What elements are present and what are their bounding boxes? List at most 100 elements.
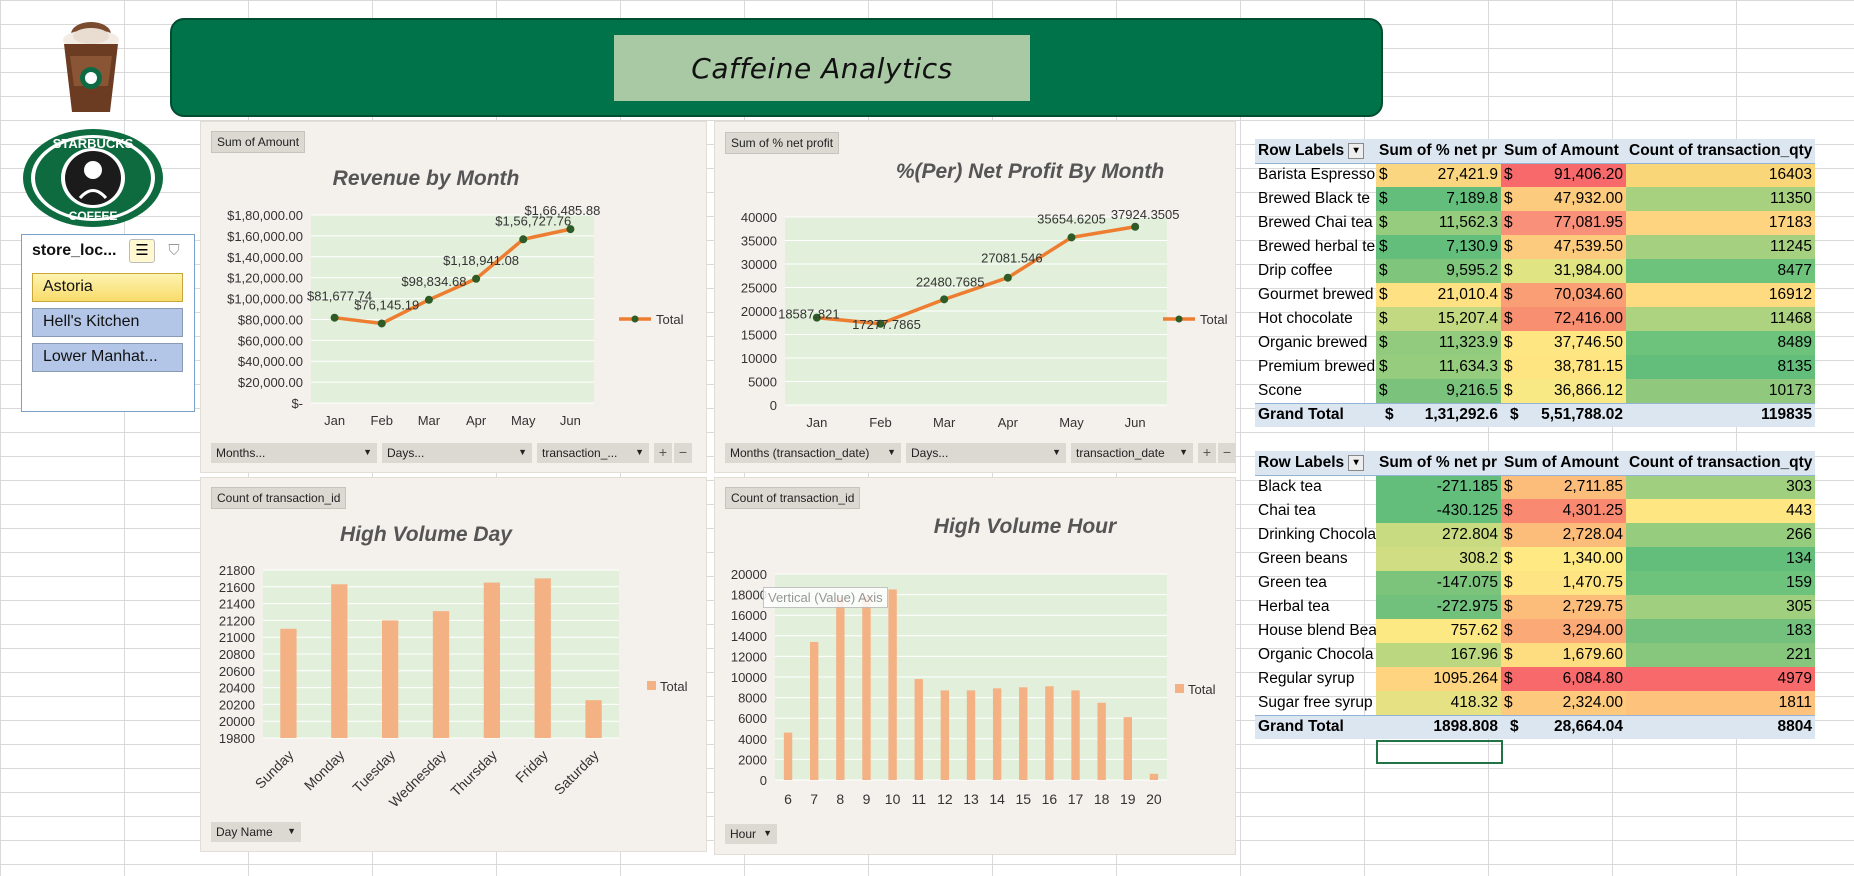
cell-profit[interactable]: -430.125 <box>1376 499 1501 523</box>
cell-profit[interactable]: $7,130.9 <box>1376 235 1501 259</box>
profit-chart-panel[interactable]: Sum of % net profit %(Per) Net Profit By… <box>714 121 1236 473</box>
filter-dropdown-icon[interactable]: ▾ <box>1348 142 1365 159</box>
table-row[interactable]: Gourmet brewed $21,010.4 $70,034.60 16912 <box>1255 283 1815 307</box>
cell-profit[interactable]: $27,421.9 <box>1376 163 1501 187</box>
hour-field-button[interactable]: Count of transaction_id <box>725 487 861 509</box>
cell-amount[interactable]: $77,081.95 <box>1501 211 1626 235</box>
cell-profit[interactable]: -147.075 <box>1376 571 1501 595</box>
clear-filter-icon[interactable]: ⛉ <box>168 242 180 259</box>
table-row[interactable]: Brewed Black te $7,189.8 $47,932.00 11350 <box>1255 187 1815 211</box>
cell-profit[interactable]: 167.96 <box>1376 643 1501 667</box>
cell-profit[interactable]: $9,595.2 <box>1376 259 1501 283</box>
cell-profit[interactable]: 272.804 <box>1376 523 1501 547</box>
store-location-slicer[interactable]: store_loc... ☰ ⛉ Astoria Hell's Kitchen … <box>21 234 195 412</box>
cell-qty[interactable]: 221 <box>1626 643 1815 667</box>
cell-amount[interactable]: $91,406.20 <box>1501 163 1626 187</box>
grand-total-row[interactable]: Grand Total 1898.808 $28,664.04 8804 <box>1255 714 1815 739</box>
cell-amount[interactable]: $1,470.75 <box>1501 571 1626 595</box>
filter-dropdown-icon[interactable]: ▾ <box>1348 454 1365 471</box>
cell-qty[interactable]: 10173 <box>1626 379 1815 403</box>
table-row[interactable]: Organic Chocola 167.96 $1,679.60 221 <box>1255 643 1815 667</box>
cell-profit[interactable]: $7,189.8 <box>1376 187 1501 211</box>
cell-amount[interactable]: $3,294.00 <box>1501 619 1626 643</box>
table-row[interactable]: Hot chocolate $15,207.4 $72,416.00 11468 <box>1255 307 1815 331</box>
profit-line-chart[interactable]: 0 5000 10000 15000 20000 25000 30000 35000 40000… <box>715 122 1237 442</box>
profit-filter-transaction-date[interactable]: transaction_date <box>1071 443 1193 463</box>
collapse-icon[interactable]: − <box>1218 443 1236 463</box>
cell-amount[interactable]: $6,084.80 <box>1501 667 1626 691</box>
cell-qty[interactable]: 183 <box>1626 619 1815 643</box>
table-row[interactable]: Scone $9,216.5 $36,866.12 10173 <box>1255 379 1815 403</box>
revenue-chart-panel[interactable]: Sum of Amount Revenue by Month $- $20,000… <box>200 121 707 473</box>
cell-amount[interactable]: $47,932.00 <box>1501 187 1626 211</box>
table-row[interactable]: Black tea -271.185 $2,711.85 303 <box>1255 475 1815 499</box>
cell-profit[interactable]: 1095.264 <box>1376 667 1501 691</box>
cell-qty[interactable]: 11245 <box>1626 235 1815 259</box>
cell-qty[interactable]: 134 <box>1626 547 1815 571</box>
cell-qty[interactable]: 8135 <box>1626 355 1815 379</box>
day-chart-panel[interactable]: Count of transaction_id High Volume Day … <box>200 477 707 852</box>
table-row[interactable]: Brewed Chai tea $11,562.3 $77,081.95 17183 <box>1255 211 1815 235</box>
grand-total-row[interactable]: Grand Total $1,31,292.6 $5,51,788.02 119835 <box>1255 402 1815 427</box>
cell-profit[interactable]: 757.62 <box>1376 619 1501 643</box>
table-row[interactable]: Organic brewed $11,323.9 $37,746.50 8489 <box>1255 331 1815 355</box>
hour-bar-chart[interactable]: 0 2000 4000 6000 8000 10000 12000 14000 16000 180… <box>715 478 1237 823</box>
cell-amount[interactable]: $37,746.50 <box>1501 331 1626 355</box>
cell-amount[interactable]: $2,729.75 <box>1501 595 1626 619</box>
cell-profit[interactable]: -272.975 <box>1376 595 1501 619</box>
cell-amount[interactable]: $47,539.50 <box>1501 235 1626 259</box>
table-row[interactable]: Green tea -147.075 $1,470.75 159 <box>1255 571 1815 595</box>
cell-profit[interactable]: $11,323.9 <box>1376 331 1501 355</box>
cell-qty[interactable]: 8477 <box>1626 259 1815 283</box>
cell-qty[interactable]: 305 <box>1626 595 1815 619</box>
revenue-line-chart[interactable]: $- $20,000.00 $40,000.00 $60,000.00 $80,000.… <box>201 122 708 442</box>
cell-qty[interactable]: 303 <box>1626 475 1815 499</box>
cell-amount[interactable]: $2,728.04 <box>1501 523 1626 547</box>
table-row[interactable]: Premium brewed $11,634.3 $38,781.15 8135 <box>1255 355 1815 379</box>
table-row[interactable]: Barista Espresso $27,421.9 $91,406.20 16403 <box>1255 163 1815 187</box>
selected-cell[interactable] <box>1376 740 1503 764</box>
cell-qty[interactable]: 11468 <box>1626 307 1815 331</box>
cell-qty[interactable]: 4979 <box>1626 667 1815 691</box>
expand-icon[interactable]: + <box>1198 443 1216 463</box>
pivot-table-products[interactable]: Row Labels ▾ Sum of % net pr Sum of Amount C… <box>1255 139 1815 427</box>
expand-icon[interactable]: + <box>654 443 672 463</box>
revenue-filter-months[interactable]: Months... <box>211 443 377 463</box>
cell-profit[interactable]: 308.2 <box>1376 547 1501 571</box>
table-row[interactable]: Green beans 308.2 $1,340.00 134 <box>1255 547 1815 571</box>
cell-profit[interactable]: $11,562.3 <box>1376 211 1501 235</box>
cell-amount[interactable]: $36,866.12 <box>1501 379 1626 403</box>
slicer-item-astoria[interactable]: Astoria <box>32 273 183 302</box>
profit-filter-months[interactable]: Months (transaction_date) <box>725 443 901 463</box>
cell-profit[interactable]: $15,207.4 <box>1376 307 1501 331</box>
total-profit[interactable]: $1,31,292.6 <box>1376 402 1501 427</box>
cell-qty[interactable]: 11350 <box>1626 187 1815 211</box>
revenue-field-button[interactable]: Sum of Amount <box>211 131 306 153</box>
cell-profit[interactable]: $21,010.4 <box>1376 283 1501 307</box>
cell-profit[interactable]: $11,634.3 <box>1376 355 1501 379</box>
cell-amount[interactable]: $2,711.85 <box>1501 475 1626 499</box>
total-qty[interactable]: 8804 <box>1626 714 1815 739</box>
cell-qty[interactable]: 266 <box>1626 523 1815 547</box>
table-row[interactable]: Herbal tea -272.975 $2,729.75 305 <box>1255 595 1815 619</box>
hour-filter[interactable]: Hour <box>725 824 777 844</box>
collapse-icon[interactable]: − <box>674 443 692 463</box>
revenue-filter-transaction[interactable]: transaction_... <box>537 443 649 463</box>
total-amount[interactable]: $28,664.04 <box>1501 714 1626 739</box>
cell-qty[interactable]: 8489 <box>1626 331 1815 355</box>
total-profit[interactable]: 1898.808 <box>1376 714 1501 739</box>
cell-qty[interactable]: 1811 <box>1626 691 1815 715</box>
cell-amount[interactable]: $72,416.00 <box>1501 307 1626 331</box>
total-amount[interactable]: $5,51,788.02 <box>1501 402 1626 427</box>
cell-amount[interactable]: $1,679.60 <box>1501 643 1626 667</box>
cell-qty[interactable]: 16912 <box>1626 283 1815 307</box>
revenue-filter-days[interactable]: Days... <box>382 443 532 463</box>
multiselect-icon[interactable]: ☰ <box>129 239 155 263</box>
pivot-table-items[interactable]: Row Labels ▾ Sum of % net pr Sum of Amount C… <box>1255 451 1815 739</box>
cell-qty[interactable]: 159 <box>1626 571 1815 595</box>
day-name-filter[interactable]: Day Name <box>211 822 301 842</box>
cell-qty[interactable]: 443 <box>1626 499 1815 523</box>
table-row[interactable]: House blend Bea 757.62 $3,294.00 183 <box>1255 619 1815 643</box>
profit-filter-days[interactable]: Days... <box>906 443 1066 463</box>
